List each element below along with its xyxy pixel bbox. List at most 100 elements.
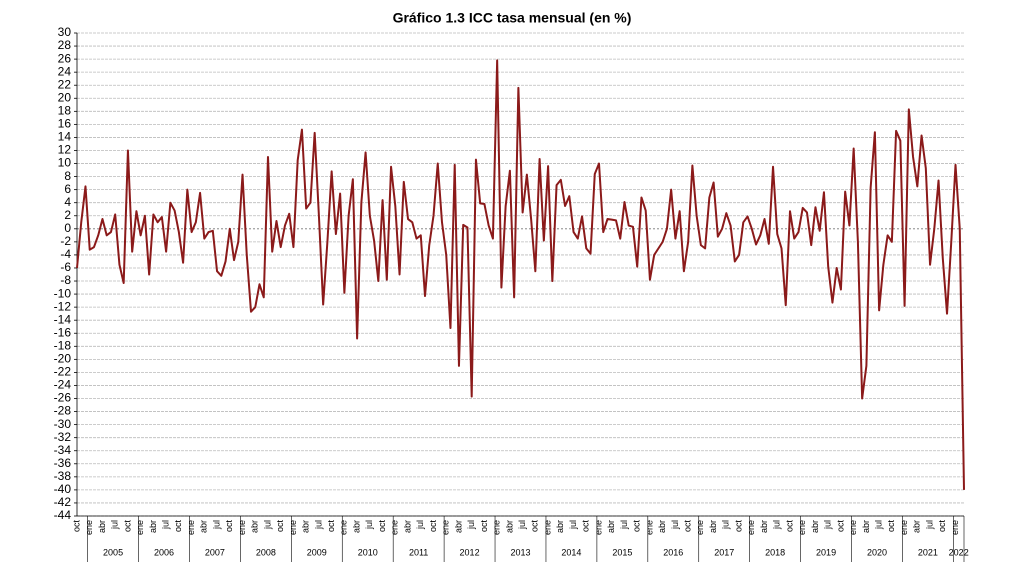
x-tick-label: oct bbox=[71, 520, 81, 533]
y-tick-label: 2 bbox=[64, 208, 71, 222]
y-tick-label: 14 bbox=[58, 130, 72, 144]
x-tick-label: jul bbox=[823, 520, 833, 530]
x-tick-label: jul bbox=[772, 520, 782, 530]
x-tick-label: oct bbox=[224, 520, 234, 533]
x-tick-label: jul bbox=[313, 520, 323, 530]
x-tick-label: ene bbox=[339, 520, 349, 535]
x-tick-label: abr bbox=[148, 520, 158, 533]
x-tick-label: oct bbox=[683, 520, 693, 533]
year-label: 2020 bbox=[867, 547, 887, 557]
x-tick-label: abr bbox=[301, 520, 311, 533]
year-label: 2009 bbox=[307, 547, 327, 557]
y-tick-label: -34 bbox=[54, 443, 72, 457]
x-tick-label: oct bbox=[632, 520, 642, 533]
y-tick-label: -28 bbox=[54, 404, 72, 418]
x-tick-label: oct bbox=[326, 520, 336, 533]
x-tick-label: ene bbox=[797, 520, 807, 535]
year-label: 2016 bbox=[663, 547, 683, 557]
x-tick-label: jul bbox=[262, 520, 272, 530]
year-label: 2006 bbox=[154, 547, 174, 557]
y-tick-label: 20 bbox=[58, 90, 72, 104]
y-tick-label: -30 bbox=[54, 417, 72, 431]
y-tick-label: -32 bbox=[54, 430, 72, 444]
chart-title: Gráfico 1.3 ICC tasa mensual (en %) bbox=[393, 10, 632, 26]
x-tick-label: ene bbox=[542, 520, 552, 535]
x-tick-label: jul bbox=[364, 520, 374, 530]
y-tick-label: -24 bbox=[54, 378, 72, 392]
x-tick-label: oct bbox=[937, 520, 947, 533]
y-tick-label: 8 bbox=[64, 169, 71, 183]
y-tick-label: 18 bbox=[58, 103, 72, 117]
y-tick-label: 6 bbox=[64, 182, 71, 196]
x-tick-label: ene bbox=[84, 520, 94, 535]
y-tick-label: -2 bbox=[60, 234, 71, 248]
x-tick-label: abr bbox=[555, 520, 565, 533]
x-tick-label: ene bbox=[950, 520, 960, 535]
y-tick-label: -40 bbox=[54, 482, 72, 496]
x-tick-label: jul bbox=[873, 520, 883, 530]
year-label: 2012 bbox=[460, 547, 480, 557]
x-tick-label: oct bbox=[835, 520, 845, 533]
year-label: 2018 bbox=[765, 547, 785, 557]
y-tick-label: -16 bbox=[54, 325, 72, 339]
x-tick-label: jul bbox=[211, 520, 221, 530]
x-tick-label: abr bbox=[759, 520, 769, 533]
y-tick-label: -20 bbox=[54, 352, 72, 366]
y-tick-label: -44 bbox=[54, 508, 72, 522]
year-label: 2011 bbox=[409, 547, 428, 557]
year-label: 2019 bbox=[816, 547, 836, 557]
data-line bbox=[76, 59, 965, 490]
year-label: 2022 bbox=[949, 547, 969, 557]
x-tick-label: jul bbox=[415, 520, 425, 530]
x-tick-label: oct bbox=[479, 520, 489, 533]
x-tick-label: jul bbox=[160, 520, 170, 530]
y-tick-label: 26 bbox=[58, 51, 72, 65]
year-label: 2014 bbox=[561, 547, 581, 557]
y-tick-label: -42 bbox=[54, 495, 72, 509]
y-tick-label: -6 bbox=[60, 260, 71, 274]
x-tick-label: oct bbox=[581, 520, 591, 533]
y-tick-label: -4 bbox=[60, 247, 71, 261]
y-tick-label: -26 bbox=[54, 391, 72, 405]
x-tick-label: ene bbox=[441, 520, 451, 535]
year-label: 2005 bbox=[103, 547, 123, 557]
x-tick-label: abr bbox=[402, 520, 412, 533]
year-label: 2017 bbox=[714, 547, 734, 557]
year-label: 2013 bbox=[510, 547, 530, 557]
x-tick-label: ene bbox=[390, 520, 400, 535]
x-tick-label: abr bbox=[453, 520, 463, 533]
x-tick-label: abr bbox=[504, 520, 514, 533]
x-tick-label: ene bbox=[644, 520, 654, 535]
y-tick-label: -10 bbox=[54, 286, 72, 300]
x-tick-label: oct bbox=[733, 520, 743, 533]
x-tick-label: jul bbox=[721, 520, 731, 530]
y-tick-label: 10 bbox=[58, 156, 72, 170]
x-tick-label: oct bbox=[122, 520, 132, 533]
y-tick-label: -18 bbox=[54, 338, 72, 352]
x-tick-label: abr bbox=[97, 520, 107, 533]
y-tick-label: -38 bbox=[54, 469, 72, 483]
x-tick-label: oct bbox=[886, 520, 896, 533]
x-tick-label: ene bbox=[135, 520, 145, 535]
y-tick-label: -8 bbox=[60, 273, 71, 287]
year-label: 2008 bbox=[256, 547, 276, 557]
y-tick-label: -12 bbox=[54, 299, 72, 313]
x-tick-label: ene bbox=[237, 520, 247, 535]
x-tick-label: abr bbox=[351, 520, 361, 533]
x-tick-label: ene bbox=[593, 520, 603, 535]
y-tick-label: 0 bbox=[64, 221, 71, 235]
x-tick-label: abr bbox=[810, 520, 820, 533]
x-tick-label: abr bbox=[199, 520, 209, 533]
x-tick-label: ene bbox=[746, 520, 756, 535]
x-tick-label: ene bbox=[899, 520, 909, 535]
x-tick-label: jul bbox=[568, 520, 578, 530]
x-tick-label: jul bbox=[110, 520, 120, 530]
x-tick-label: abr bbox=[606, 520, 616, 533]
y-tick-label: 24 bbox=[58, 64, 72, 78]
x-tick-label: oct bbox=[377, 520, 387, 533]
x-tick-label: ene bbox=[186, 520, 196, 535]
year-label: 2015 bbox=[612, 547, 632, 557]
x-tick-label: abr bbox=[912, 520, 922, 533]
y-tick-label: 30 bbox=[58, 25, 72, 39]
